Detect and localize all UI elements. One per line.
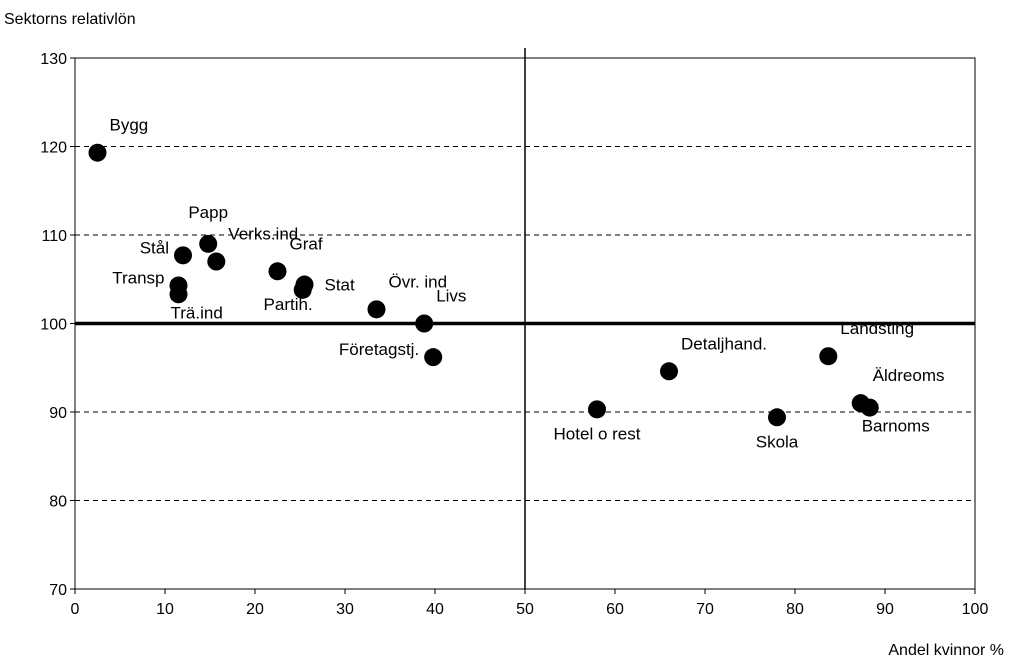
point-label: Partih. (264, 295, 313, 314)
data-points (89, 144, 879, 427)
point-label: Livs (436, 287, 466, 306)
x-tick-label: 90 (876, 601, 894, 618)
point-label: Papp (188, 203, 228, 222)
point-label: Transp (112, 268, 164, 287)
point-label: Stål (140, 238, 169, 257)
y-tick-label: 80 (49, 494, 67, 511)
y-tick-label: 110 (41, 228, 67, 245)
point-label: Verks.ind (228, 225, 298, 244)
point-label: Hotel o rest (554, 424, 641, 443)
point-label: Bygg (110, 116, 149, 135)
data-point (861, 399, 879, 417)
data-point (415, 315, 433, 333)
y-tick-label: 70 (49, 582, 67, 599)
data-point (207, 253, 225, 271)
y-tick-label: 130 (40, 51, 67, 68)
point-label: Graf (290, 234, 323, 253)
y-tick-label: 90 (49, 405, 67, 422)
x-tick-label: 50 (516, 601, 534, 618)
data-point (368, 300, 386, 318)
point-label: Landsting (840, 319, 914, 338)
x-tick-label: 30 (336, 601, 354, 618)
x-tick-label: 60 (606, 601, 624, 618)
data-point (170, 285, 188, 303)
data-point (199, 235, 217, 253)
point-label: Skola (756, 432, 799, 451)
point-label: Barnoms (862, 417, 930, 436)
y-tick-label: 100 (40, 317, 67, 334)
data-point (660, 362, 678, 380)
point-label: Företagstj. (339, 340, 419, 359)
x-tick-label: 20 (246, 601, 264, 618)
x-tick-label: 100 (962, 601, 989, 618)
y-tick-label: 120 (40, 140, 67, 157)
data-point (424, 348, 442, 366)
x-axis: 0 10 20 30 40 50 60 70 80 90 100 (71, 589, 989, 618)
data-point (269, 262, 287, 280)
data-point (819, 347, 837, 365)
point-label: Trä.ind (171, 303, 223, 322)
data-point (588, 400, 606, 418)
data-point (296, 276, 314, 294)
data-point (768, 408, 786, 426)
point-label: Äldreoms (873, 366, 945, 385)
x-tick-label: 40 (426, 601, 444, 618)
data-point (174, 246, 192, 264)
x-tick-label: 0 (71, 601, 80, 618)
y-axis-title: Sektorns relativlön (4, 11, 136, 28)
point-label: Stat (325, 276, 356, 295)
x-axis-title: Andel kvinnor % (888, 642, 1004, 659)
x-tick-label: 80 (786, 601, 804, 618)
point-label: Detaljhand. (681, 334, 767, 353)
y-axis: 70 80 90 100 110 120 130 (40, 51, 75, 599)
x-tick-label: 70 (696, 601, 714, 618)
x-tick-label: 10 (156, 601, 174, 618)
data-point (89, 144, 107, 162)
